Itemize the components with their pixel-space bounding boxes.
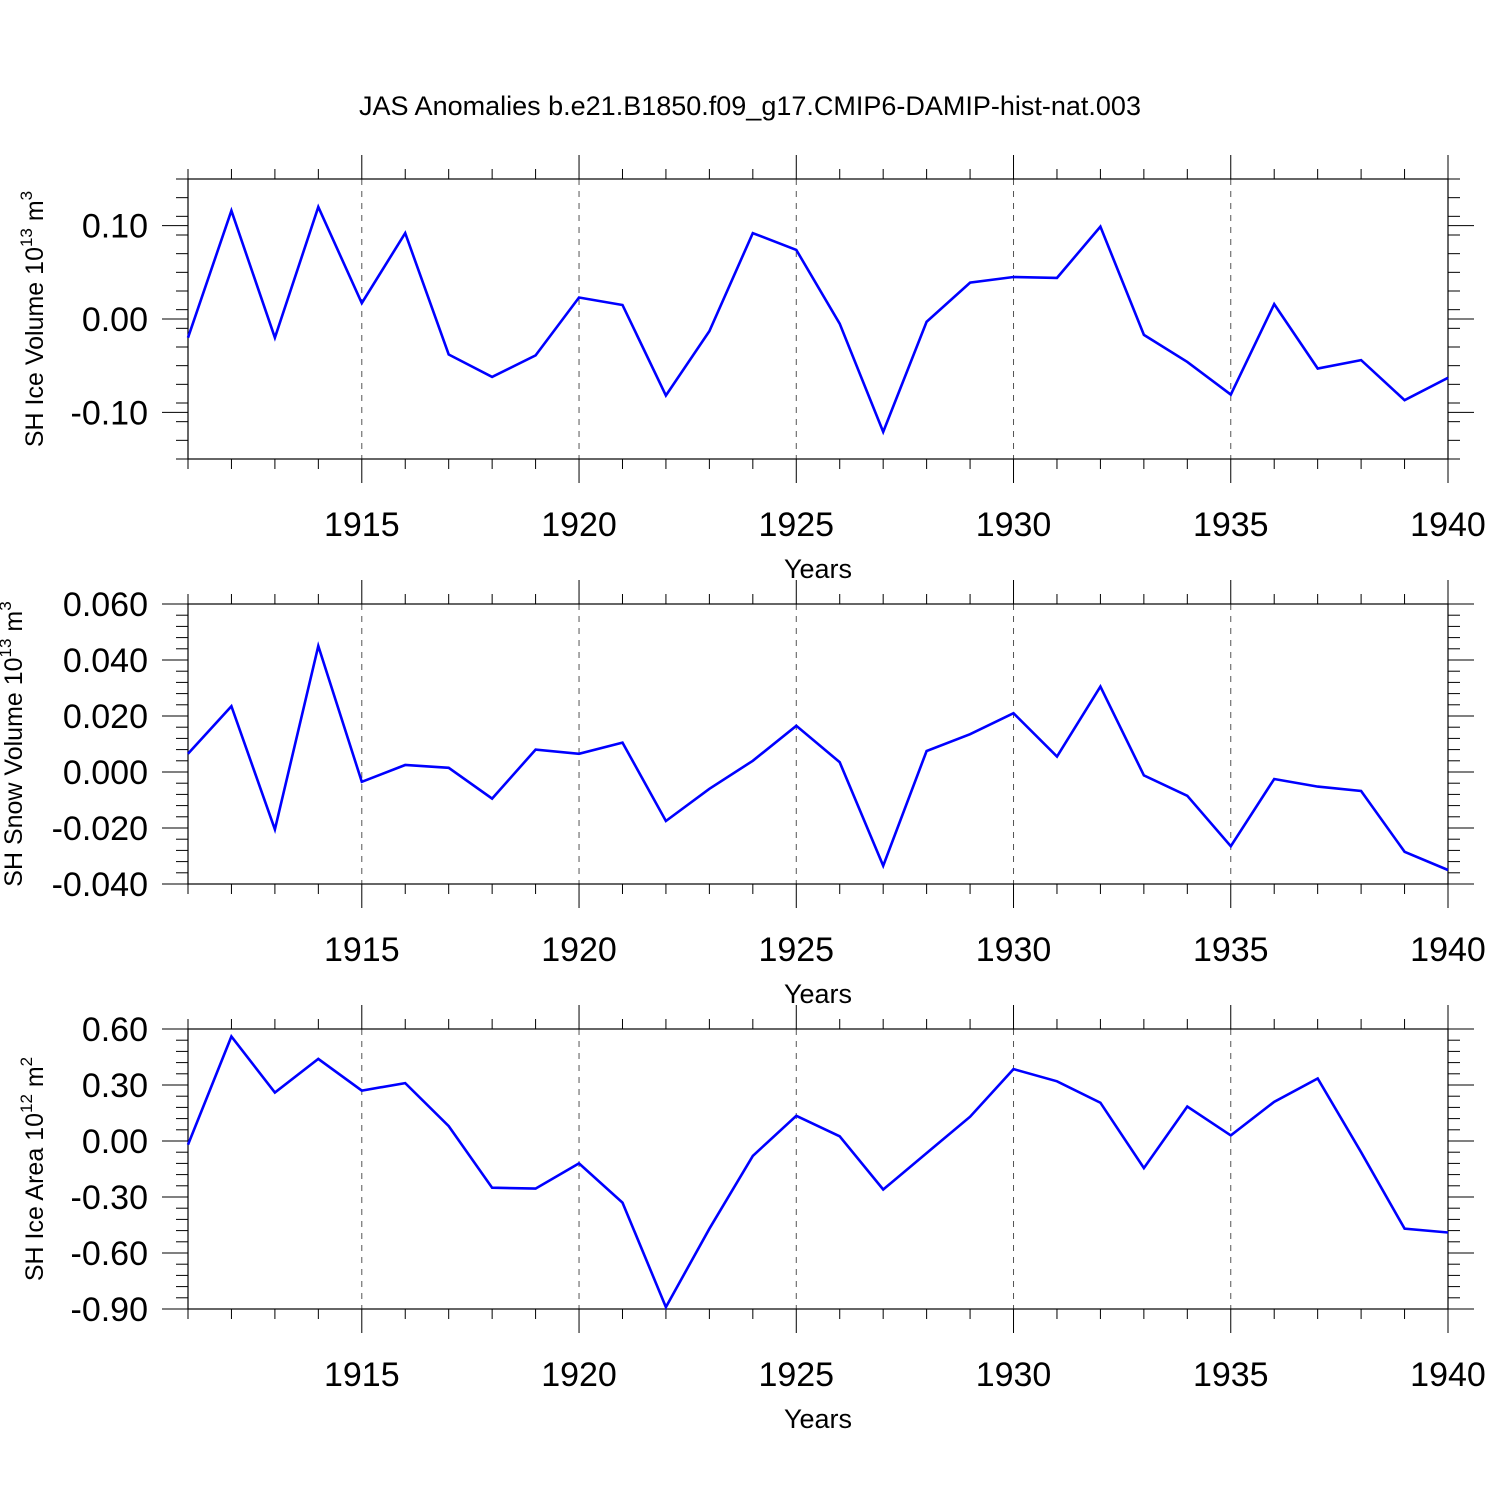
x-tick-label: 1930 [976,931,1052,969]
x-tick-label: 1930 [976,506,1052,544]
series-line [186,1033,1449,1311]
panels: 1915 1920 1925 1930 1935 1940 -0.10 0.00 0.10 Yea… [0,155,1486,1434]
y-tick-label: -0.040 [52,866,148,904]
panel-3: 1915 1920 1925 1930 1935 1940 -0.90 -0.60 -0.30 0… [17,1005,1486,1434]
x-tick-label: 1940 [1410,931,1486,969]
chart-title: JAS Anomalies b.e21.B1850.f09_g17.CMIP6-… [359,91,1141,121]
x-axis-label: Years [784,554,852,584]
y-axis-label: SH Ice Volume 1013 m3 [17,191,49,447]
y-tick-label: -0.020 [52,810,148,848]
y-tick-label: 0.30 [82,1067,148,1105]
x-tick-label: 1935 [1193,1356,1269,1394]
x-axis-label: Years [784,979,852,1009]
panel-2: 1915 1920 1925 1930 1935 1940 -0.040 -0.020 0.00… [0,580,1486,1009]
y-tick-label: 0.10 [82,208,148,246]
series-line [186,203,1449,436]
x-tick-label: 1935 [1193,931,1269,969]
y-tick-label: -0.30 [71,1179,149,1217]
panel-1: 1915 1920 1925 1930 1935 1940 -0.10 0.00 0.10 Yea… [17,155,1486,584]
y-axis-label: SH Snow Volume 1013 m3 [0,601,28,886]
plot-frame [187,603,1449,885]
plot-frame [187,178,1449,460]
y-axis-label: SH Ice Area 1012 m2 [17,1057,49,1281]
x-tick-label: 1940 [1410,1356,1486,1394]
x-tick-label: 1940 [1410,506,1486,544]
y-tick-label: 0.00 [82,301,148,339]
y-tick-label: -0.60 [71,1235,149,1273]
x-tick-label: 1915 [324,1356,400,1394]
x-tick-label: 1925 [758,1356,834,1394]
y-tick-label: 0.00 [82,1123,148,1161]
x-axis-label: Years [784,1404,852,1434]
x-tick-label: 1930 [976,1356,1052,1394]
x-tick-label: 1915 [324,931,400,969]
y-tick-label: -0.10 [71,394,149,432]
x-tick-label: 1925 [758,931,834,969]
y-tick-label: 0.000 [63,754,148,792]
x-tick-label: 1915 [324,506,400,544]
y-tick-label: 0.060 [63,586,148,624]
y-tick-label: 0.60 [82,1011,148,1049]
x-tick-label: 1920 [541,506,617,544]
y-tick-label: 0.040 [63,642,148,680]
series-line [187,641,1449,872]
x-tick-label: 1925 [758,506,834,544]
x-tick-label: 1920 [541,931,617,969]
x-tick-label: 1920 [541,1356,617,1394]
x-tick-label: 1935 [1193,506,1269,544]
y-tick-label: -0.90 [71,1291,149,1329]
plot-frame [187,1028,1449,1310]
y-tick-label: 0.020 [63,698,148,736]
